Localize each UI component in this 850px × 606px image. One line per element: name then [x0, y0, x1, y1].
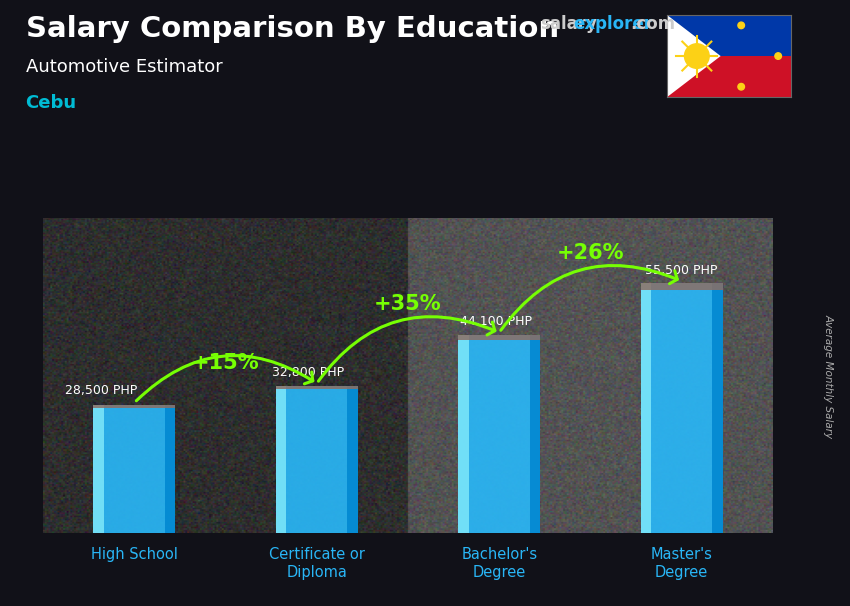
Text: .com: .com: [631, 15, 676, 33]
Bar: [94, 405, 175, 533]
Text: +35%: +35%: [374, 294, 442, 314]
Text: 44,100 PHP: 44,100 PHP: [460, 315, 531, 328]
Text: Salary Comparison By Education: Salary Comparison By Education: [26, 15, 558, 43]
Text: +26%: +26%: [557, 242, 624, 262]
Bar: [458, 335, 541, 533]
Text: Cebu: Cebu: [26, 94, 76, 112]
Bar: [641, 284, 651, 533]
Text: Average Monthly Salary: Average Monthly Salary: [824, 314, 834, 438]
Bar: [275, 385, 358, 389]
Circle shape: [738, 84, 745, 90]
Text: salary: salary: [540, 15, 597, 33]
Text: 32,800 PHP: 32,800 PHP: [272, 366, 343, 379]
Bar: [347, 385, 358, 533]
Text: +15%: +15%: [192, 353, 259, 373]
Bar: [641, 284, 722, 290]
Bar: [667, 56, 790, 97]
Bar: [458, 335, 541, 340]
Bar: [667, 15, 790, 56]
Bar: [641, 284, 722, 533]
Bar: [458, 335, 469, 533]
Text: 28,500 PHP: 28,500 PHP: [65, 384, 138, 397]
Text: Automotive Estimator: Automotive Estimator: [26, 58, 222, 76]
Circle shape: [775, 53, 781, 59]
Text: 55,500 PHP: 55,500 PHP: [645, 264, 718, 277]
Text: explorer: explorer: [574, 15, 653, 33]
Bar: [94, 405, 104, 533]
Bar: [530, 335, 541, 533]
Bar: [275, 385, 286, 533]
Bar: [712, 284, 722, 533]
Polygon shape: [667, 15, 721, 97]
Circle shape: [738, 22, 745, 28]
Circle shape: [684, 44, 709, 68]
Bar: [275, 385, 358, 533]
Bar: [165, 405, 175, 533]
Bar: [94, 405, 175, 408]
